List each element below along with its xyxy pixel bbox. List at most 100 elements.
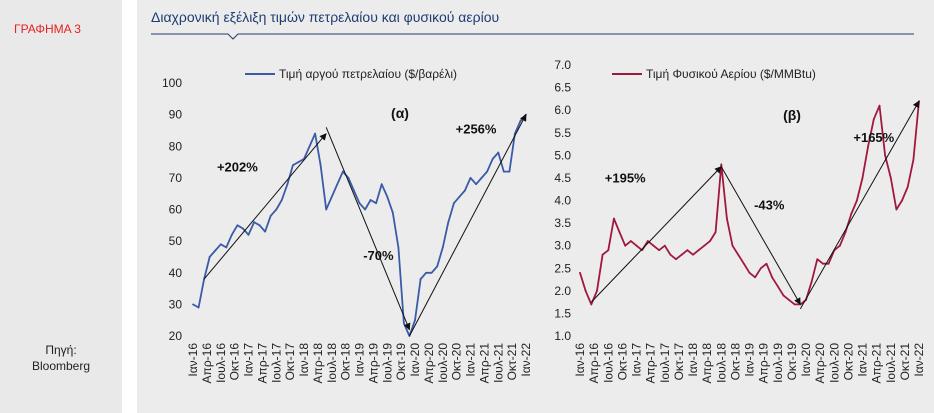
data-point	[253, 221, 255, 224]
data-point	[652, 244, 655, 247]
data-point	[247, 233, 250, 236]
x-tick-label: Ιουλ-21	[884, 343, 898, 383]
y-tick-label: 4.5	[554, 171, 571, 185]
data-point	[297, 161, 300, 163]
data-point	[889, 177, 892, 179]
x-tick-label: Ιαν-22	[912, 343, 926, 377]
data-point	[330, 195, 333, 198]
data-point	[855, 199, 858, 202]
trend-arrow	[590, 166, 722, 303]
y-tick-label: 30	[169, 297, 183, 311]
y-tick-label: 7.0	[554, 58, 571, 72]
data-point	[596, 289, 598, 292]
x-tick-label: Απρ-18	[311, 343, 325, 384]
series-line	[192, 114, 527, 337]
data-point	[414, 319, 416, 322]
data-point	[397, 246, 400, 249]
data-point	[810, 280, 813, 283]
x-tick-label: Ιουλ-18	[325, 343, 339, 383]
data-point	[822, 262, 824, 265]
annotation-label: +256%	[456, 122, 497, 137]
data-point	[258, 224, 261, 227]
y-tick-label: 6.5	[554, 81, 571, 95]
data-point	[475, 183, 477, 186]
data-point	[742, 262, 745, 265]
data-point	[839, 244, 841, 247]
data-point	[635, 244, 638, 247]
y-tick-label: 70	[169, 171, 183, 185]
data-point	[680, 253, 683, 256]
x-tick-label: Ιαν-17	[242, 343, 256, 377]
chart-title: Διαχρονική εξέλιξη τιμών πετρελαίου και …	[151, 9, 500, 25]
data-point	[759, 267, 762, 270]
data-point	[347, 176, 350, 179]
data-point	[480, 176, 483, 179]
x-tick-label: Οκτ-16	[615, 343, 629, 381]
data-point	[658, 249, 660, 252]
x-tick-label: Οκτ-18	[728, 343, 742, 381]
y-tick-label: 20	[169, 329, 183, 343]
data-point	[486, 170, 489, 173]
panel-label: (α)	[391, 105, 409, 121]
data-point	[380, 183, 383, 186]
x-tick-label: Απρ-19	[366, 343, 380, 384]
data-point	[341, 170, 344, 173]
data-point	[844, 231, 847, 234]
data-point	[697, 249, 700, 252]
data-point	[878, 104, 881, 107]
data-point	[607, 249, 610, 252]
y-tick-label: 4.0	[554, 194, 571, 208]
trend-arrow	[325, 127, 411, 331]
data-point	[491, 158, 494, 160]
data-point	[782, 294, 785, 297]
x-tick-label: Απρ-18	[700, 343, 714, 384]
x-tick-label: Απρ-21	[477, 343, 491, 384]
data-point	[827, 262, 830, 265]
x-tick-label: Ιουλ-20	[827, 343, 841, 383]
data-point	[613, 217, 615, 220]
x-tick-label: Ιαν-18	[297, 343, 311, 377]
data-point	[590, 303, 593, 306]
data-point	[714, 231, 717, 234]
y-tick-label: 80	[169, 139, 183, 153]
y-tick-label: 5.0	[554, 148, 571, 162]
x-tick-label: Ιαν-21	[464, 343, 478, 377]
source-label: Πηγή:	[45, 343, 77, 357]
gas-chart-panel: 1.0 1.5 2.0 2.5 3.0 3.5 4.0 4.5 5.0 5.5 6.0 6.5 7.0 Ι…	[554, 58, 926, 383]
x-tick-label: Οκτ-16	[228, 343, 242, 381]
x-tick-label: Ιουλ-20	[436, 343, 450, 383]
data-point	[686, 249, 689, 252]
source-name: Bloomberg	[31, 359, 91, 373]
data-point	[720, 163, 723, 166]
data-point	[464, 189, 466, 192]
legend-label: Τιμή Φυσικού Αερίου ($/MMBtu)	[646, 67, 816, 81]
data-point	[771, 276, 773, 279]
data-point	[225, 246, 228, 249]
y-tick-label: 3.5	[554, 216, 571, 230]
y-tick-label: 5.5	[554, 126, 571, 140]
data-point	[861, 177, 864, 179]
data-point	[292, 164, 294, 167]
data-point	[219, 243, 222, 246]
data-point	[754, 276, 757, 279]
data-point	[669, 253, 672, 256]
data-point	[469, 176, 472, 179]
data-point	[906, 186, 909, 188]
data-point	[731, 244, 734, 247]
annotation-label: -70%	[363, 248, 394, 263]
data-point	[314, 132, 316, 135]
x-tick-label: Οκτ-17	[672, 343, 686, 381]
data-point	[703, 244, 706, 247]
data-point	[269, 214, 272, 217]
data-point	[197, 306, 200, 309]
legend-label: Τιμή αργού πετρελαίου ($/βαρέλι)	[279, 67, 457, 81]
data-point	[646, 240, 649, 243]
annotation-label: +165%	[853, 130, 894, 145]
y-tick-label: 1.0	[554, 329, 571, 343]
x-tick-label: Απρ-17	[644, 343, 658, 384]
trend-arrow	[203, 133, 327, 280]
data-point	[242, 227, 244, 230]
data-point	[386, 195, 389, 198]
